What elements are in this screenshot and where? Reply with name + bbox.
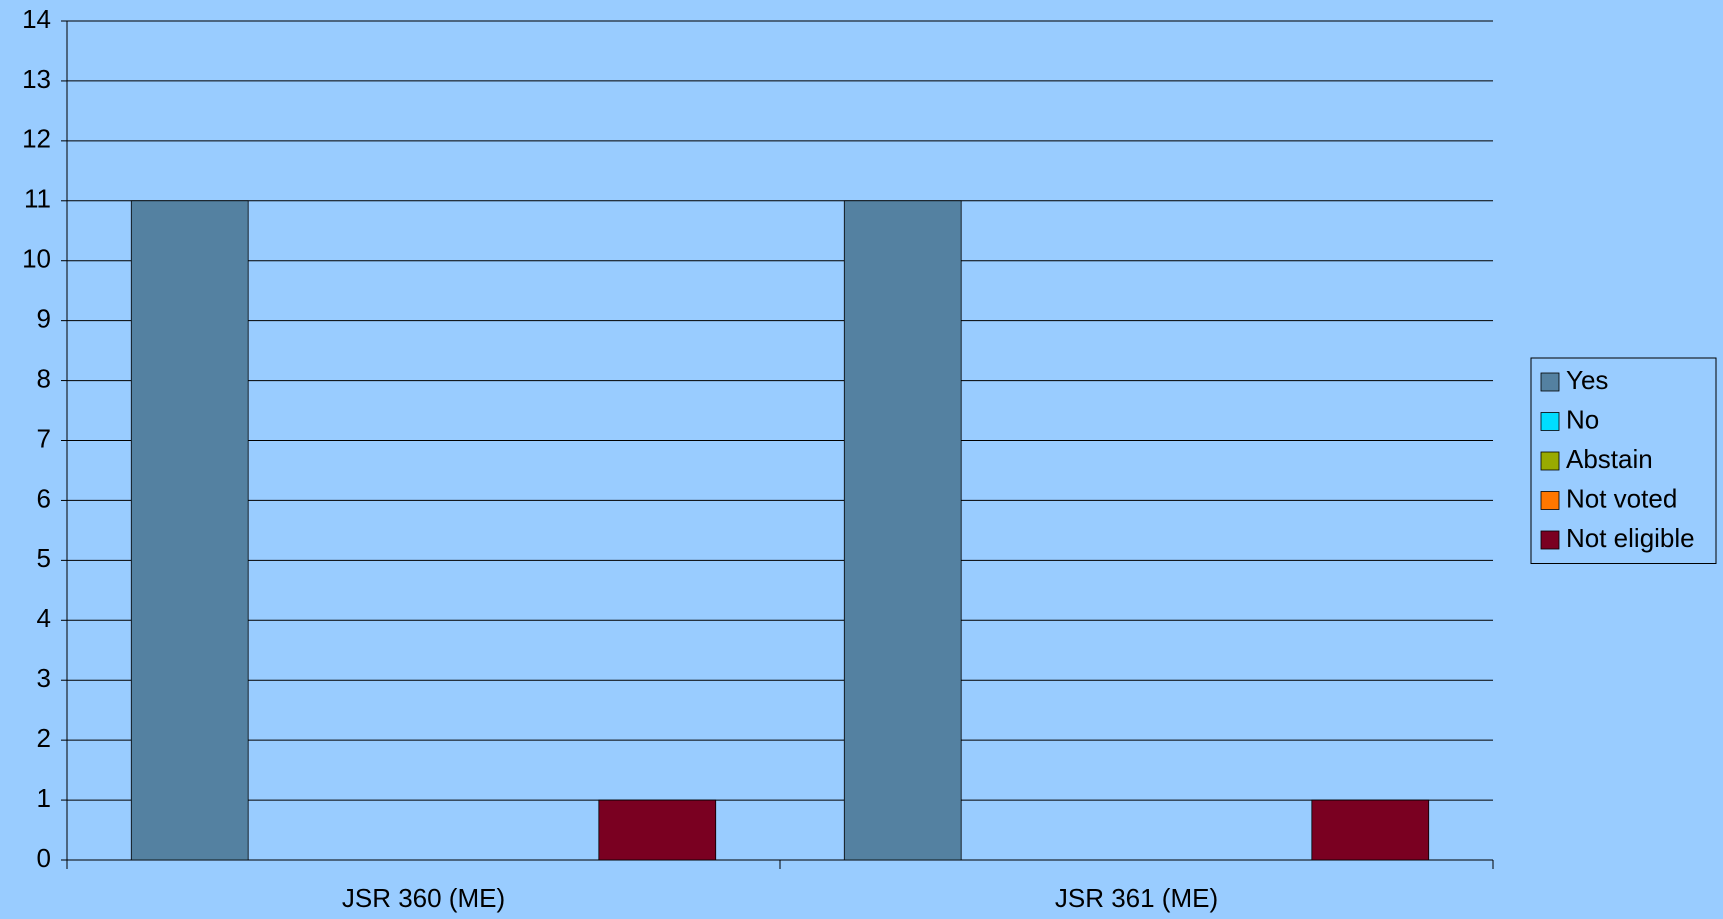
legend-label: Not eligible [1566, 523, 1695, 553]
y-tick-label: 3 [37, 663, 51, 693]
y-tick-label: 11 [24, 184, 51, 214]
legend-swatch [1540, 372, 1560, 392]
y-tick-label: 1 [37, 783, 51, 813]
legend-swatch [1540, 412, 1560, 431]
bar [130, 200, 249, 861]
y-tick-label: 8 [37, 363, 51, 393]
legend-swatch [1540, 451, 1560, 471]
y-tick-label: 13 [22, 64, 51, 94]
legend-label: Abstain [1566, 444, 1653, 474]
y-tick-label: 6 [37, 483, 51, 513]
bar [1311, 799, 1430, 861]
legend-label: No [1566, 404, 1599, 434]
x-tick-label: JSR 361 (ME) [1055, 883, 1218, 913]
y-tick-label: 7 [37, 423, 51, 453]
legend-swatch [1540, 530, 1560, 550]
legend-box [1530, 357, 1717, 564]
y-tick-label: 12 [22, 124, 51, 154]
legend-label: Yes [1566, 365, 1608, 395]
y-tick-label: 10 [22, 244, 51, 274]
y-tick-label: 4 [37, 603, 51, 633]
legend-swatch [1540, 491, 1560, 510]
y-tick-label: 5 [37, 543, 51, 573]
y-tick-label: 0 [37, 843, 51, 873]
legend-label: Not voted [1566, 483, 1677, 513]
bar [843, 200, 962, 861]
bar [598, 799, 717, 861]
y-tick-label: 14 [22, 4, 51, 34]
x-tick-label: JSR 360 (ME) [342, 883, 505, 913]
y-tick-label: 9 [37, 304, 51, 334]
y-tick-label: 2 [37, 723, 51, 753]
